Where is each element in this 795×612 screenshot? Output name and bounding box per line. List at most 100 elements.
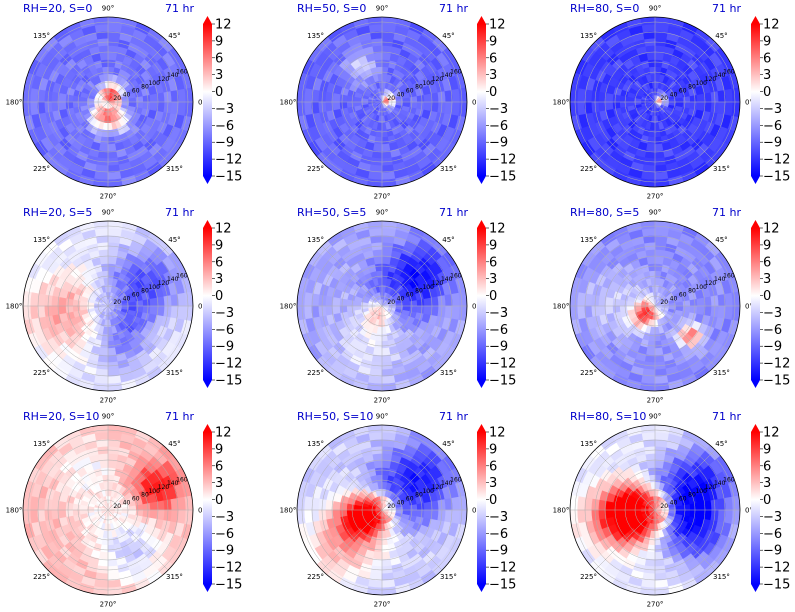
heatmap-cell [368, 579, 383, 589]
heatmap-cell [29, 509, 39, 524]
radial-tick-label: 100 [422, 284, 434, 291]
heatmap-cell [346, 503, 355, 511]
heatmap-cell [576, 292, 586, 307]
colorbar-tick-label: −12 [489, 153, 516, 168]
angle-tick-label: 45° [168, 440, 180, 448]
heatmap-cell [177, 292, 187, 307]
heatmap-cell [576, 496, 586, 511]
colorbar-tick-label: 9 [489, 238, 497, 253]
heatmap-cell [416, 509, 425, 518]
colorbar-tick-label: 3 [215, 272, 223, 287]
heatmap-cell [682, 101, 691, 109]
heatmap-cell [374, 136, 383, 145]
heatmap-cell [177, 496, 187, 511]
angle-tick-label: 0° [472, 303, 480, 311]
angle-tick-label: 45° [715, 32, 727, 40]
panel-title: RH=80, S=5 [570, 206, 639, 219]
radial-tick-label: 60 [679, 292, 687, 299]
heatmap-cell [381, 227, 396, 237]
panel-time-label: 71 hr [439, 2, 468, 15]
heatmap-cell [381, 375, 396, 385]
heatmap-cell [107, 59, 116, 68]
heatmap-cell [94, 375, 109, 385]
colorbar-tick-label: 9 [215, 238, 223, 253]
heatmap-cell [79, 504, 88, 511]
colorbar-tick-label: 0 [763, 85, 771, 100]
angular-gridline [47, 101, 109, 163]
angular-gridline [654, 41, 716, 103]
heatmap-cell [29, 292, 39, 307]
colorbar-tick-label: 3 [215, 476, 223, 491]
heatmap-cell [647, 136, 656, 145]
radial-tick-label: 120 [158, 76, 170, 83]
heatmap-cell [576, 305, 586, 320]
heatmap-cell [654, 23, 669, 33]
angle-tick-label: 225° [307, 165, 324, 173]
colorbar-tick-label: 9 [763, 442, 771, 457]
colorbar-tick-label: 12 [215, 222, 232, 237]
heatmap-cell [675, 509, 684, 516]
colorbar-tick-label: 0 [489, 85, 497, 100]
angle-tick-label: 135° [307, 440, 324, 448]
angle-tick-label: 270° [374, 601, 391, 609]
radial-tick-label: 160 [723, 272, 735, 279]
colorbar-tick-label: −3 [763, 306, 782, 321]
panel-time-label: 71 hr [165, 206, 194, 219]
colorbar-tick-label: −6 [763, 323, 782, 338]
heatmap-cell [381, 59, 390, 68]
panel-title: RH=80, S=0 [570, 2, 639, 15]
angle-tick-label: 45° [715, 236, 727, 244]
heatmap-cell [368, 23, 383, 33]
angle-tick-label: 90° [376, 5, 388, 13]
angle-tick-label: 315° [713, 165, 730, 173]
heatmap-cell [381, 277, 388, 286]
radial-tick-label: 140 [441, 276, 453, 283]
heatmap-cell [58, 501, 67, 511]
angle-tick-label: 180° [6, 99, 23, 107]
panel-time-label: 71 hr [712, 410, 741, 423]
angular-gridline [594, 101, 656, 163]
polar-panel: 0°45°90°135°180°225°270°315°204060801001… [553, 2, 791, 201]
heatmap-cell [654, 467, 663, 476]
heatmap-cell [654, 73, 661, 82]
colorbar-tick-label: −3 [215, 306, 234, 321]
panel-title: RH=50, S=5 [297, 206, 366, 219]
colorbar-tick-label: 12 [489, 18, 506, 33]
angle-tick-label: 135° [33, 32, 50, 40]
heatmap-cell [724, 88, 734, 103]
heatmap-cell [107, 481, 114, 490]
heatmap-cell [339, 298, 348, 307]
colorbar-tick-label: −6 [763, 119, 782, 134]
heatmap-cell [107, 467, 116, 476]
colorbar-tick-label: 0 [763, 493, 771, 508]
radial-tick-label: 40 [670, 91, 678, 98]
polar-panel: 0°45°90°135°180°225°270°315°204060801001… [553, 410, 791, 609]
colorbar-tick-label: 3 [215, 68, 223, 83]
heatmap-cell [107, 256, 117, 265]
angle-tick-label: 225° [33, 369, 50, 377]
colorbar-extend-max [203, 424, 212, 432]
heatmap-cell [646, 551, 656, 560]
heatmap-cell [128, 305, 137, 312]
heatmap-cell [641, 227, 656, 237]
polar-panel: 0°45°90°135°180°225°270°315°204060801001… [553, 206, 791, 405]
colorbar: 129 6 3 0 −3 −6 −9 −12 −15 [203, 16, 242, 185]
heatmap-cell [451, 305, 461, 320]
colorbar-tick-label: 9 [215, 34, 223, 49]
heatmap-cell [107, 460, 117, 469]
heatmap-cell [619, 503, 628, 511]
colorbar-tick-label: −6 [763, 527, 782, 542]
radial-tick-label: 60 [132, 88, 140, 95]
heatmap-cell [94, 579, 109, 589]
heatmap-cell [332, 297, 341, 307]
heatmap-cell [353, 504, 362, 511]
heatmap-cell [654, 59, 663, 68]
colorbar-extend-min [203, 380, 212, 388]
colorbar-tick-label: 12 [215, 18, 232, 33]
colorbar-tick-label: 9 [763, 34, 771, 49]
panel-title: RH=50, S=0 [297, 2, 366, 15]
angle-tick-label: 0° [745, 99, 753, 107]
heatmap-cell [339, 94, 348, 103]
heatmap-cell [423, 101, 432, 111]
heatmap-cell [682, 305, 691, 313]
